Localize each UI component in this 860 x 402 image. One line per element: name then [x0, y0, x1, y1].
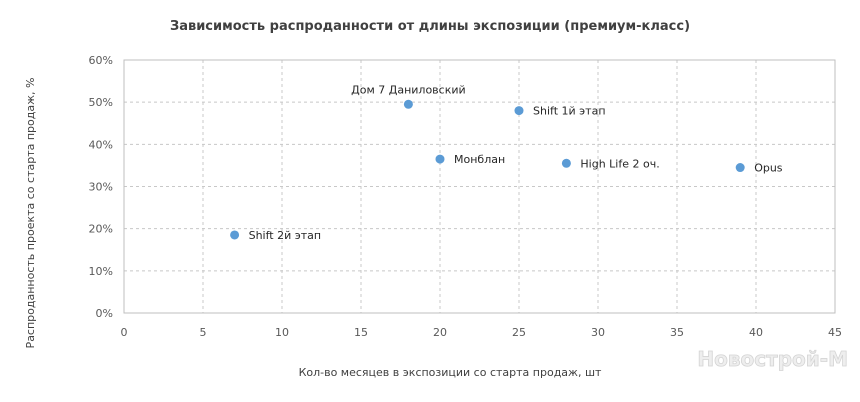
x-tick-label: 20 — [433, 326, 447, 339]
x-axis: 0 5 10 15 20 25 30 35 40 45 — [121, 326, 843, 339]
x-tick-label: 30 — [591, 326, 605, 339]
data-label: Shift 2й этап — [249, 229, 322, 242]
x-tick-label: 45 — [828, 326, 842, 339]
chart-title: Зависимость распроданности от длины эксп… — [170, 19, 690, 34]
grid — [124, 60, 835, 313]
x-tick-label: 0 — [121, 326, 128, 339]
x-tick-label: 35 — [670, 326, 684, 339]
data-point — [561, 158, 571, 168]
y-tick-label: 40% — [89, 138, 113, 151]
data-label: Дом 7 Даниловский — [351, 83, 466, 96]
x-tick-label: 15 — [354, 326, 368, 339]
y-tick-label: 60% — [89, 54, 113, 67]
y-axis-label: Распроданность проекта со старта продаж,… — [24, 78, 37, 349]
y-tick-label: 30% — [89, 181, 113, 194]
data-label: Shift 1й этап — [533, 105, 606, 118]
y-tick-label: 20% — [89, 223, 113, 236]
data-point — [230, 230, 240, 240]
data-label: High Life 2 оч. — [580, 157, 659, 170]
x-tick-label: 10 — [275, 326, 289, 339]
data-point — [735, 163, 745, 173]
y-tick-label: 50% — [89, 96, 113, 109]
watermark-logo: Новострой-М — [697, 347, 848, 371]
x-tick-label: 25 — [512, 326, 526, 339]
plot-area — [123, 59, 836, 314]
y-axis: 0% 10% 20% 30% 40% 50% 60% — [89, 54, 113, 320]
data-label: Монблан — [454, 153, 505, 166]
x-tick-label: 40 — [749, 326, 763, 339]
data-point — [403, 99, 413, 109]
data-points: Дом 7 Даниловский Shift 1й этап Монблан Hig… — [230, 83, 783, 242]
x-axis-label: Кол-во месяцев в экспозиции со старта пр… — [299, 366, 602, 379]
data-point — [435, 154, 445, 164]
x-tick-label: 5 — [200, 326, 207, 339]
data-point — [514, 106, 524, 116]
y-tick-label: 0% — [96, 307, 113, 320]
y-tick-label: 10% — [89, 265, 113, 278]
data-label: Opus — [754, 162, 783, 175]
